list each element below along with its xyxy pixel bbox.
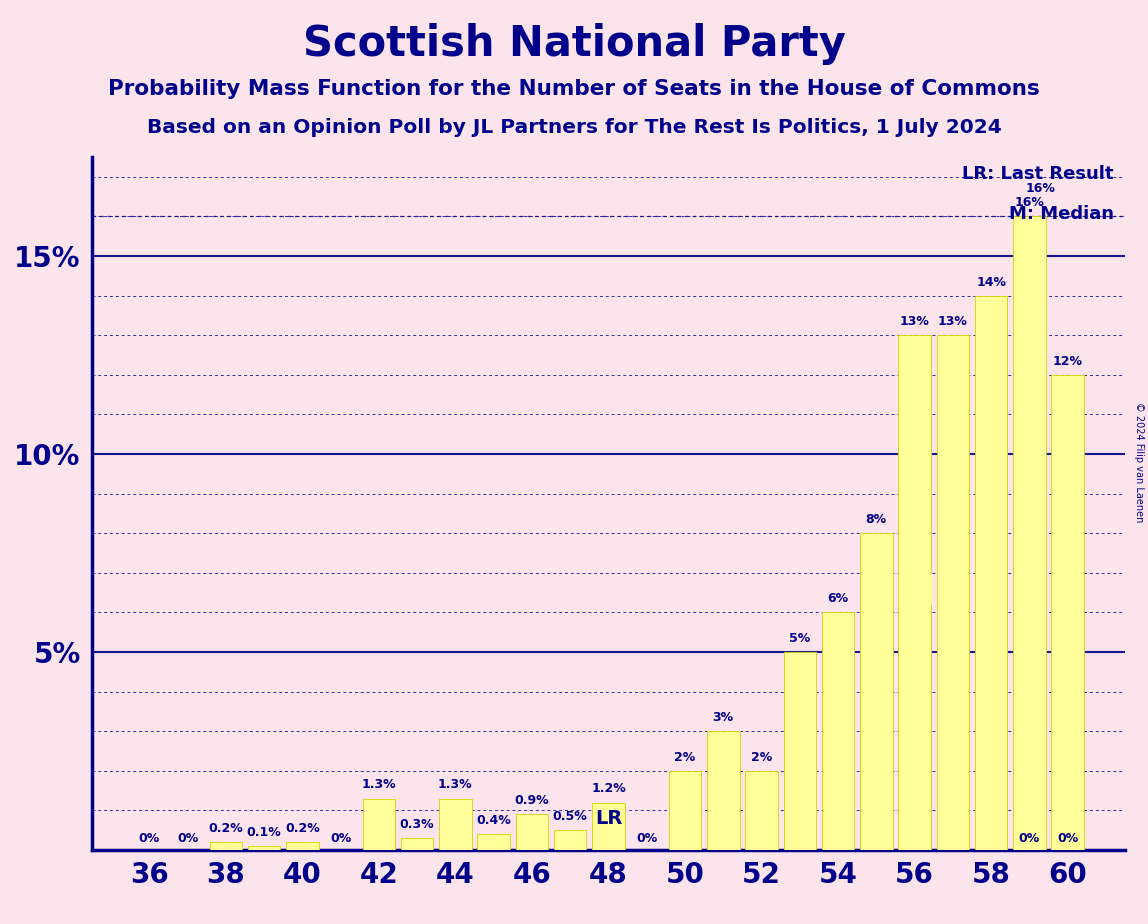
Bar [937, 335, 969, 850]
Text: 0.5%: 0.5% [553, 810, 588, 823]
Bar [975, 296, 1008, 850]
Text: 0.1%: 0.1% [247, 826, 281, 839]
Text: 0.9%: 0.9% [514, 795, 549, 808]
Text: 14%: 14% [976, 275, 1006, 288]
Bar [783, 652, 816, 850]
Text: M: M [894, 572, 936, 614]
Bar [592, 803, 625, 850]
Bar [860, 533, 892, 850]
Text: Based on an Opinion Poll by JL Partners for The Rest Is Politics, 1 July 2024: Based on an Opinion Poll by JL Partners … [147, 118, 1001, 138]
Text: LR: Last Result: LR: Last Result [962, 165, 1114, 183]
Text: 1.3%: 1.3% [439, 779, 473, 792]
Text: 0%: 0% [636, 833, 658, 845]
Bar [363, 798, 395, 850]
Text: Scottish National Party: Scottish National Party [303, 23, 845, 65]
Text: 2%: 2% [674, 751, 696, 764]
Text: 6%: 6% [828, 592, 848, 605]
Text: 12%: 12% [1053, 355, 1083, 368]
Text: 0%: 0% [1057, 833, 1078, 845]
Text: 2%: 2% [751, 751, 773, 764]
Bar [553, 831, 587, 850]
Text: 0.4%: 0.4% [476, 814, 511, 827]
Text: 0.2%: 0.2% [209, 822, 243, 835]
Bar [248, 846, 280, 850]
Text: 3%: 3% [713, 711, 734, 724]
Bar [1014, 216, 1046, 850]
Text: 0%: 0% [1018, 833, 1040, 845]
Bar [822, 613, 854, 850]
Text: 8%: 8% [866, 513, 887, 526]
Bar [707, 731, 739, 850]
Bar [1052, 375, 1084, 850]
Bar [668, 771, 701, 850]
Text: 1.2%: 1.2% [591, 783, 626, 796]
Bar [515, 814, 549, 850]
Text: 0%: 0% [329, 833, 351, 845]
Bar [286, 842, 318, 850]
Text: LR: LR [595, 809, 622, 828]
Text: © 2024 Filip van Laenen: © 2024 Filip van Laenen [1134, 402, 1143, 522]
Bar [401, 838, 433, 850]
Text: 0%: 0% [177, 833, 199, 845]
Bar [898, 335, 931, 850]
Text: 0%: 0% [139, 833, 160, 845]
Bar [439, 798, 472, 850]
Text: 16%: 16% [1015, 197, 1045, 210]
Bar [209, 842, 242, 850]
Text: 0.3%: 0.3% [400, 818, 434, 831]
Text: M: Median: M: Median [1009, 204, 1114, 223]
Text: 1.3%: 1.3% [362, 779, 396, 792]
Bar [745, 771, 778, 850]
Bar [478, 834, 510, 850]
Text: 0.2%: 0.2% [285, 822, 319, 835]
Text: 13%: 13% [900, 315, 930, 328]
Text: 16%: 16% [1026, 182, 1056, 195]
Text: Probability Mass Function for the Number of Seats in the House of Commons: Probability Mass Function for the Number… [108, 79, 1040, 99]
Text: 13%: 13% [938, 315, 968, 328]
Text: 5%: 5% [789, 632, 810, 645]
